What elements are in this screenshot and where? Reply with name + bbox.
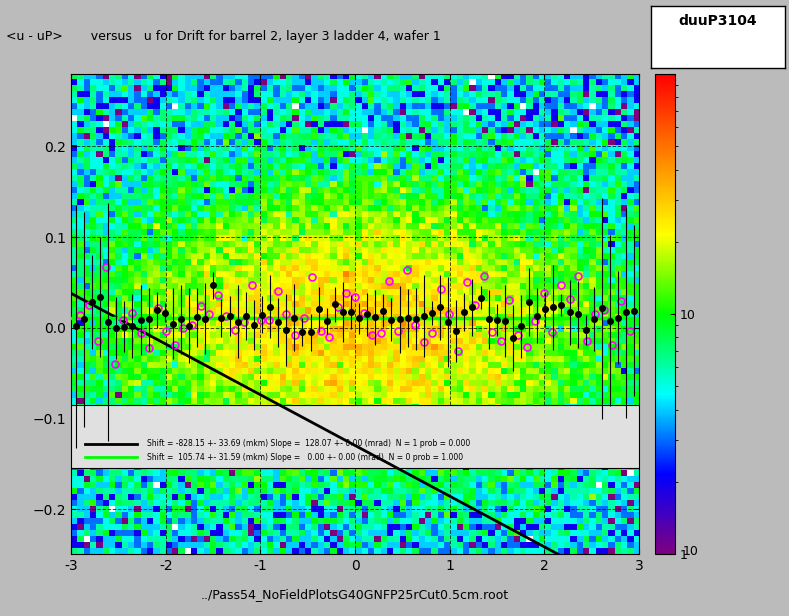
FancyBboxPatch shape: [71, 405, 639, 468]
Text: Shift =  105.74 +- 31.59 (mkm) Slope =   0.00 +- 0.00 (mrad)  N = 0 prob = 1.000: Shift = 105.74 +- 31.59 (mkm) Slope = 0.…: [147, 453, 463, 462]
Text: <u - uP>       versus   u for Drift for barrel 2, layer 3 ladder 4, wafer 1: <u - uP> versus u for Drift for barrel 2…: [6, 30, 441, 44]
Text: duuP3104: duuP3104: [679, 14, 757, 28]
Text: Shift = -828.15 +- 33.69 (mkm) Slope =  128.07 +- 0.00 (mrad)  N = 1 prob = 0.00: Shift = -828.15 +- 33.69 (mkm) Slope = 1…: [147, 439, 470, 448]
Text: ../Pass54_NoFieldPlotsG40GNFP25rCut0.5cm.root: ../Pass54_NoFieldPlotsG40GNFP25rCut0.5cm…: [201, 588, 509, 601]
Text: 10: 10: [682, 545, 698, 558]
